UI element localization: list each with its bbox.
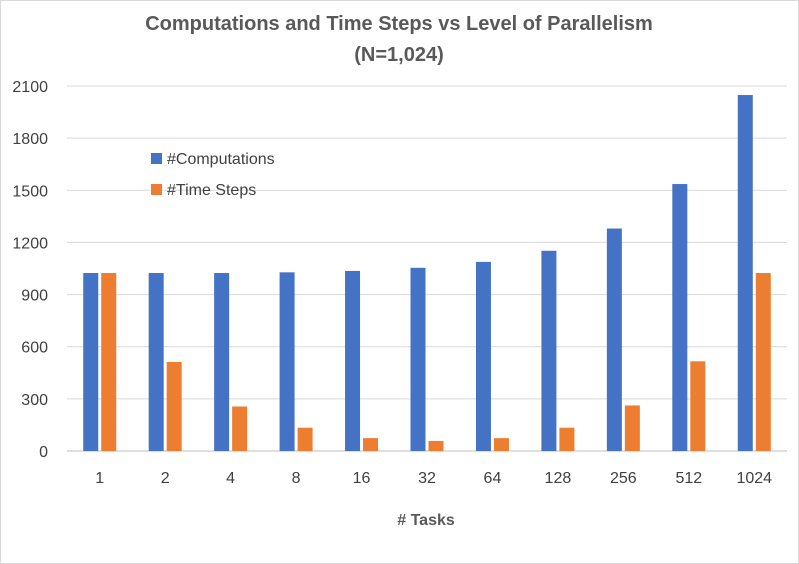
y-tick-label: 1200 (12, 235, 48, 252)
x-tick-label: 1 (95, 470, 104, 487)
computations-bar (541, 250, 557, 451)
x-tick-label: 128 (545, 470, 572, 487)
x-tick-label: 512 (675, 470, 702, 487)
x-tick-label: 1024 (736, 470, 772, 487)
computations-bar (83, 273, 99, 451)
x-axis-title: # Tasks (397, 512, 455, 529)
time-steps-bar (559, 427, 575, 451)
y-tick-label: 1800 (12, 131, 48, 148)
y-tick-label: 300 (21, 392, 48, 409)
time-steps-bar (755, 273, 771, 451)
time-steps-bar (493, 438, 509, 451)
x-axis-ticks: 1 2 4 8 16 32 64 128 256 512 1024 (95, 470, 772, 487)
computations-bar (737, 95, 753, 452)
legend-swatch-time-steps (151, 184, 162, 195)
y-tick-label: 2100 (12, 79, 48, 96)
x-tick-label: 64 (484, 470, 502, 487)
y-tick-label: 1500 (12, 183, 48, 200)
y-tick-label: 600 (21, 340, 48, 357)
y-tick-label: 0 (39, 444, 48, 461)
x-tick-label: 256 (610, 470, 637, 487)
chart-title-line-2: (N=1,024) (354, 44, 444, 66)
legend: #Computations #Time Steps (151, 151, 275, 199)
computations-bar (672, 184, 688, 451)
legend-swatch-computations (151, 153, 162, 164)
time-steps-bar (690, 361, 706, 451)
chart-title-line-1: Computations and Time Steps vs Level of … (145, 13, 653, 35)
x-tick-label: 8 (292, 470, 301, 487)
time-steps-bar (232, 406, 248, 451)
computations-bar (279, 272, 295, 451)
computations-bar (606, 228, 622, 451)
legend-label-computations: #Computations (167, 151, 275, 168)
computations-bar (345, 270, 361, 451)
time-steps-bar (363, 438, 379, 451)
time-steps-bar (624, 405, 640, 451)
y-axis-ticks: 0 300 600 900 1200 1500 1800 2100 (12, 79, 48, 461)
x-tick-label: 32 (418, 470, 436, 487)
time-steps-bar (428, 440, 444, 451)
time-steps-bar (101, 273, 117, 451)
computations-bar (410, 267, 426, 451)
x-tick-label: 16 (353, 470, 371, 487)
computations-bar (475, 261, 491, 451)
x-tick-label: 4 (226, 470, 235, 487)
time-steps-bar (166, 362, 182, 451)
gridlines (67, 85, 787, 452)
time-steps-bar (297, 427, 313, 451)
computations-bar (148, 273, 164, 451)
x-tick-label: 2 (161, 470, 170, 487)
computations-bar (214, 273, 230, 451)
y-tick-label: 900 (21, 288, 48, 305)
bars (83, 95, 771, 452)
legend-label-time-steps: #Time Steps (167, 182, 256, 199)
